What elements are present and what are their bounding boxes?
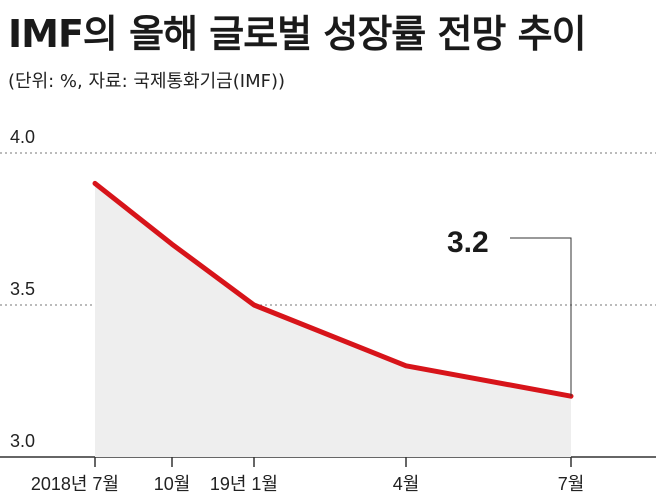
xtick-label: 2018년 7월 xyxy=(31,474,119,494)
xtick-label: 7월 xyxy=(558,474,585,494)
ytick-labels: 3.0 3.5 4.0 xyxy=(10,127,35,451)
annotation-label: 3.2 xyxy=(447,226,489,259)
ytick-label: 3.5 xyxy=(10,279,35,299)
ytick-label: 4.0 xyxy=(10,127,35,147)
page-title: IMF의 올해 글로벌 성장률 전망 추이 xyxy=(8,12,587,56)
xtick-label: 19년 1월 xyxy=(210,474,278,494)
xtick-marks xyxy=(94,457,572,467)
chart-subtitle: (단위: %, 자료: 국제통화기금(IMF)) xyxy=(8,71,286,92)
area-fill xyxy=(95,183,571,457)
xtick-labels: 2018년 7월 10월 19년 1월 4월 7월 xyxy=(31,474,584,494)
xtick-label: 10월 xyxy=(154,474,191,494)
annotation-leader xyxy=(510,237,572,397)
ytick-label: 3.0 xyxy=(10,431,35,451)
series-line xyxy=(92,180,574,399)
xtick-label: 4월 xyxy=(393,474,420,494)
